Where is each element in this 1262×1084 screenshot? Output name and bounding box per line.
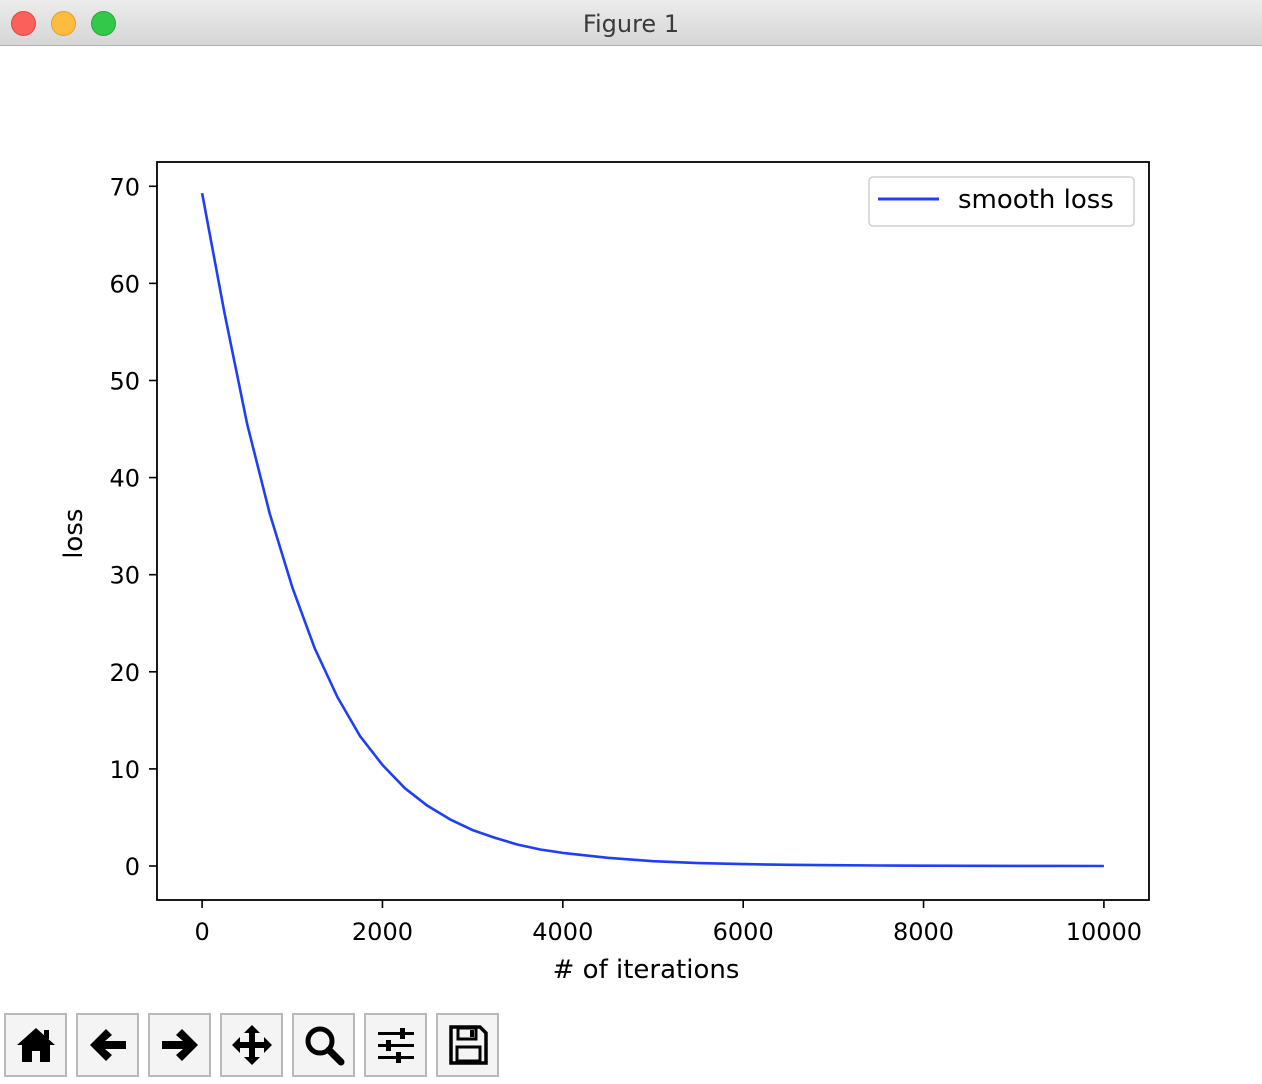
back-icon — [89, 1029, 126, 1061]
home-icon — [16, 1028, 55, 1062]
forward-button[interactable] — [148, 1013, 211, 1077]
y-tick-label: 50 — [109, 367, 140, 395]
home-button[interactable] — [4, 1013, 67, 1077]
y-tick-label: 60 — [109, 270, 140, 298]
zoom-button[interactable] — [292, 1013, 355, 1077]
y-axis-label: loss — [59, 509, 89, 559]
forward-icon — [161, 1029, 198, 1061]
series-line-smooth-loss — [200, 192, 1104, 868]
window-title: Figure 1 — [582, 10, 680, 38]
back-button[interactable] — [76, 1013, 139, 1077]
close-window-button[interactable] — [11, 11, 36, 36]
y-tick-label: 0 — [125, 853, 140, 881]
y-tick-label: 70 — [109, 173, 140, 201]
zoom-icon — [305, 1026, 344, 1066]
plot-frame — [156, 161, 1150, 901]
save-button[interactable] — [436, 1013, 499, 1077]
y-tick-label: 20 — [109, 659, 140, 687]
pan-icon — [231, 1025, 272, 1065]
x-tick-label: 0 — [194, 918, 209, 946]
x-tick-label: 2000 — [352, 918, 413, 946]
x-axis-label: # of iterations — [553, 955, 740, 985]
configure-subplots-button[interactable] — [364, 1013, 427, 1077]
pan-button[interactable] — [220, 1013, 283, 1077]
x-tick-label: 8000 — [893, 918, 954, 946]
legend-box — [868, 176, 1135, 227]
x-tick-label: 4000 — [532, 918, 593, 946]
save-icon — [448, 1025, 488, 1065]
x-tick-label: 6000 — [713, 918, 774, 946]
loss-chart: 0 2000 4000 6000 8000 10000 0 10 20 30 40 50 60 70 # o… — [59, 161, 1150, 985]
y-tick-label: 30 — [109, 562, 140, 590]
zoom-window-button[interactable] — [91, 11, 116, 36]
y-tick-label: 10 — [109, 756, 140, 784]
x-tick-label: 10000 — [1066, 918, 1142, 946]
legend-entry: smooth loss — [958, 185, 1114, 215]
window-titlebar: Figure 1 — [0, 0, 1262, 46]
navigation-toolbar — [4, 1013, 499, 1079]
configure-subplots-icon — [377, 1028, 414, 1063]
y-tick-label: 40 — [109, 465, 140, 493]
minimize-window-button[interactable] — [51, 11, 76, 36]
